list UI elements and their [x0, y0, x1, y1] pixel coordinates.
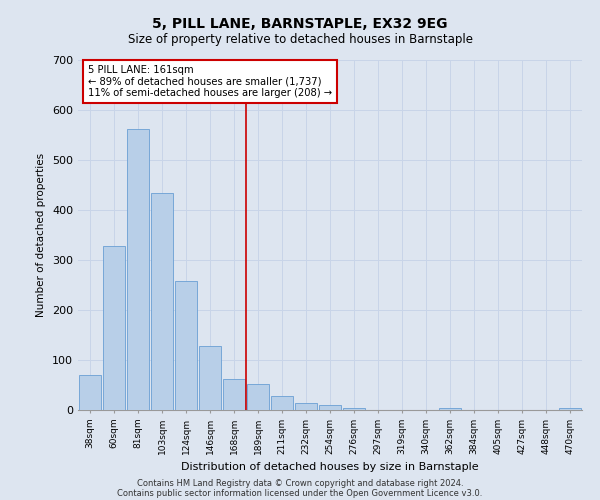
- Bar: [439, 408, 461, 410]
- Text: Contains public sector information licensed under the Open Government Licence v3: Contains public sector information licen…: [118, 488, 482, 498]
- Bar: [223, 378, 245, 410]
- Bar: [79, 375, 101, 410]
- Y-axis label: Number of detached properties: Number of detached properties: [37, 153, 46, 317]
- Bar: [127, 128, 149, 410]
- Text: 5, PILL LANE, BARNSTAPLE, EX32 9EG: 5, PILL LANE, BARNSTAPLE, EX32 9EG: [152, 18, 448, 32]
- Bar: [295, 402, 317, 410]
- Bar: [199, 346, 221, 410]
- Bar: [103, 246, 125, 410]
- Bar: [271, 396, 293, 410]
- Bar: [247, 384, 269, 410]
- Bar: [319, 404, 341, 410]
- X-axis label: Distribution of detached houses by size in Barnstaple: Distribution of detached houses by size …: [181, 462, 479, 472]
- Bar: [343, 408, 365, 410]
- Bar: [151, 192, 173, 410]
- Text: Size of property relative to detached houses in Barnstaple: Size of property relative to detached ho…: [128, 32, 473, 46]
- Text: 5 PILL LANE: 161sqm
← 89% of detached houses are smaller (1,737)
11% of semi-det: 5 PILL LANE: 161sqm ← 89% of detached ho…: [88, 66, 332, 98]
- Bar: [559, 408, 581, 410]
- Bar: [175, 281, 197, 410]
- Text: Contains HM Land Registry data © Crown copyright and database right 2024.: Contains HM Land Registry data © Crown c…: [137, 478, 463, 488]
